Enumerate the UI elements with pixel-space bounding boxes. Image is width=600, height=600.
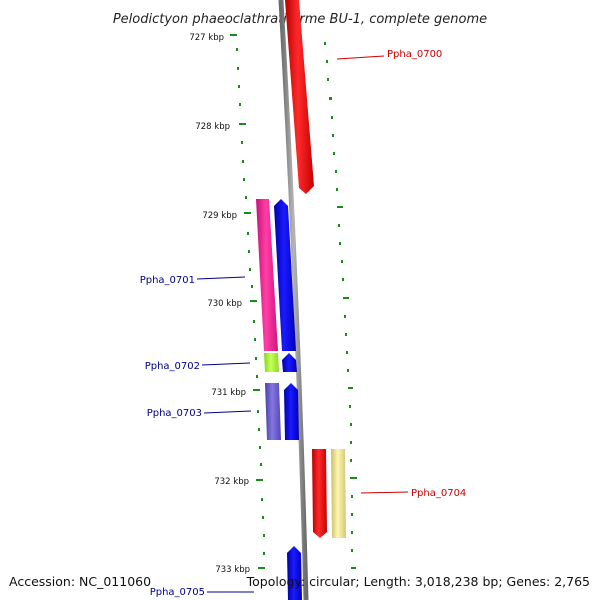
orf-reverse-2[interactable] — [282, 353, 297, 372]
callout-ppha-0703[interactable]: Ppha_0703 — [147, 408, 252, 419]
gene-label-ppha-0704[interactable]: Ppha_0704 — [411, 488, 466, 499]
tick-label: 727 kbp — [189, 33, 224, 43]
kbp-ticks: 727 kbp 728 kbp 729 kbp 730 kbp 731 kbp … — [189, 33, 265, 575]
tick-730: 730 kbp — [207, 299, 257, 309]
topology-text: Topology: circular; Length: 3,018,238 bp… — [246, 574, 590, 589]
callout-ppha-0700[interactable]: Ppha_0700 — [336, 49, 442, 60]
tick-label: 728 kbp — [195, 122, 230, 132]
tick-label: 730 kbp — [207, 299, 242, 309]
accession-text: Accession: NC_011060 — [9, 574, 151, 589]
callout-ppha-0701[interactable]: Ppha_0701 — [140, 275, 246, 286]
callout-ppha-0705[interactable]: Ppha_0705 — [150, 587, 254, 598]
tick-label: 729 kbp — [202, 211, 237, 221]
outer-dotted-ring — [324, 42, 357, 569]
gene-label-ppha-0701[interactable]: Ppha_0701 — [140, 275, 195, 286]
callout-ppha-0702[interactable]: Ppha_0702 — [145, 361, 251, 372]
orf-forward[interactable] — [312, 449, 327, 538]
gene-ppha-0705[interactable] — [287, 546, 302, 600]
orf-reverse-3[interactable] — [284, 383, 299, 440]
gene-ppha-0700[interactable] — [285, 0, 314, 194]
tick-label: 732 kbp — [214, 477, 249, 487]
callout-ppha-0704[interactable]: Ppha_0704 — [360, 488, 466, 499]
tick-label: 731 kbp — [211, 388, 246, 398]
tick-729: 729 kbp — [202, 211, 251, 221]
tick-733: 733 kbp — [215, 565, 265, 575]
gene-ppha-0701[interactable] — [256, 199, 278, 351]
gene-label-ppha-0705[interactable]: Ppha_0705 — [150, 587, 205, 598]
genome-backbone — [278, 0, 309, 600]
tick-label: 733 kbp — [215, 565, 250, 575]
inner-dotted-ring — [236, 48, 265, 555]
tick-727: 727 kbp — [189, 33, 237, 43]
tick-728: 728 kbp — [195, 122, 246, 132]
gene-ppha-0704[interactable] — [331, 449, 346, 538]
tick-732: 732 kbp — [214, 477, 263, 487]
gene-ppha-0702[interactable] — [264, 353, 279, 372]
tick-731: 731 kbp — [211, 388, 260, 398]
gene-label-ppha-0700[interactable]: Ppha_0700 — [387, 49, 442, 60]
orf-reverse-1[interactable] — [274, 199, 296, 351]
gene-label-ppha-0702[interactable]: Ppha_0702 — [145, 361, 200, 372]
gene-label-ppha-0703[interactable]: Ppha_0703 — [147, 408, 202, 419]
gene-ppha-0703[interactable] — [265, 383, 281, 440]
